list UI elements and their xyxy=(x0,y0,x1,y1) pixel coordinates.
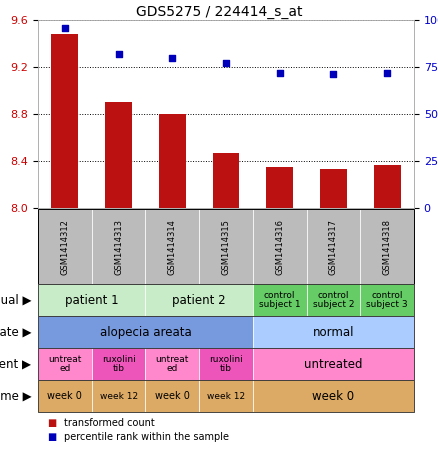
Text: ■: ■ xyxy=(47,432,56,442)
Text: time ▶: time ▶ xyxy=(0,390,32,403)
Text: week 0: week 0 xyxy=(47,391,82,401)
Text: GSM1414314: GSM1414314 xyxy=(168,219,177,275)
Text: percentile rank within the sample: percentile rank within the sample xyxy=(64,432,229,442)
Text: ruxolini
tib: ruxolini tib xyxy=(102,355,135,373)
Text: week 0: week 0 xyxy=(155,391,190,401)
Point xyxy=(330,71,337,78)
Text: GSM1414317: GSM1414317 xyxy=(329,219,338,275)
Text: transformed count: transformed count xyxy=(64,419,155,429)
Text: GSM1414313: GSM1414313 xyxy=(114,219,123,275)
Text: untreated: untreated xyxy=(304,357,363,371)
Bar xyxy=(51,34,78,208)
Text: patient 1: patient 1 xyxy=(65,294,119,307)
Bar xyxy=(105,102,132,208)
Point xyxy=(223,59,230,67)
Bar xyxy=(266,167,293,208)
Text: week 12: week 12 xyxy=(207,391,245,400)
Text: ■: ■ xyxy=(47,419,56,429)
Text: control
subject 1: control subject 1 xyxy=(259,291,300,309)
Text: individual ▶: individual ▶ xyxy=(0,294,32,307)
Point xyxy=(169,54,176,61)
Text: agent ▶: agent ▶ xyxy=(0,357,32,371)
Bar xyxy=(374,165,401,208)
Text: normal: normal xyxy=(313,326,354,338)
Text: GSM1414316: GSM1414316 xyxy=(275,219,284,275)
Bar xyxy=(212,153,240,208)
Text: GSM1414318: GSM1414318 xyxy=(383,219,392,275)
Text: GDS5275 / 224414_s_at: GDS5275 / 224414_s_at xyxy=(136,5,302,19)
Point xyxy=(115,50,122,58)
Bar xyxy=(320,169,347,208)
Bar xyxy=(159,114,186,208)
Text: disease state ▶: disease state ▶ xyxy=(0,326,32,338)
Point xyxy=(61,24,68,31)
Text: patient 2: patient 2 xyxy=(172,294,226,307)
Text: week 0: week 0 xyxy=(312,390,354,403)
Point xyxy=(384,69,391,76)
Point xyxy=(276,69,283,76)
Text: ruxolini
tib: ruxolini tib xyxy=(209,355,243,373)
Text: GSM1414312: GSM1414312 xyxy=(60,219,69,275)
Text: control
subject 3: control subject 3 xyxy=(366,291,408,309)
Text: control
subject 2: control subject 2 xyxy=(313,291,354,309)
Text: alopecia areata: alopecia areata xyxy=(99,326,191,338)
Text: untreat
ed: untreat ed xyxy=(155,355,189,373)
Text: GSM1414315: GSM1414315 xyxy=(222,219,230,275)
Text: untreat
ed: untreat ed xyxy=(48,355,81,373)
Text: week 12: week 12 xyxy=(99,391,138,400)
